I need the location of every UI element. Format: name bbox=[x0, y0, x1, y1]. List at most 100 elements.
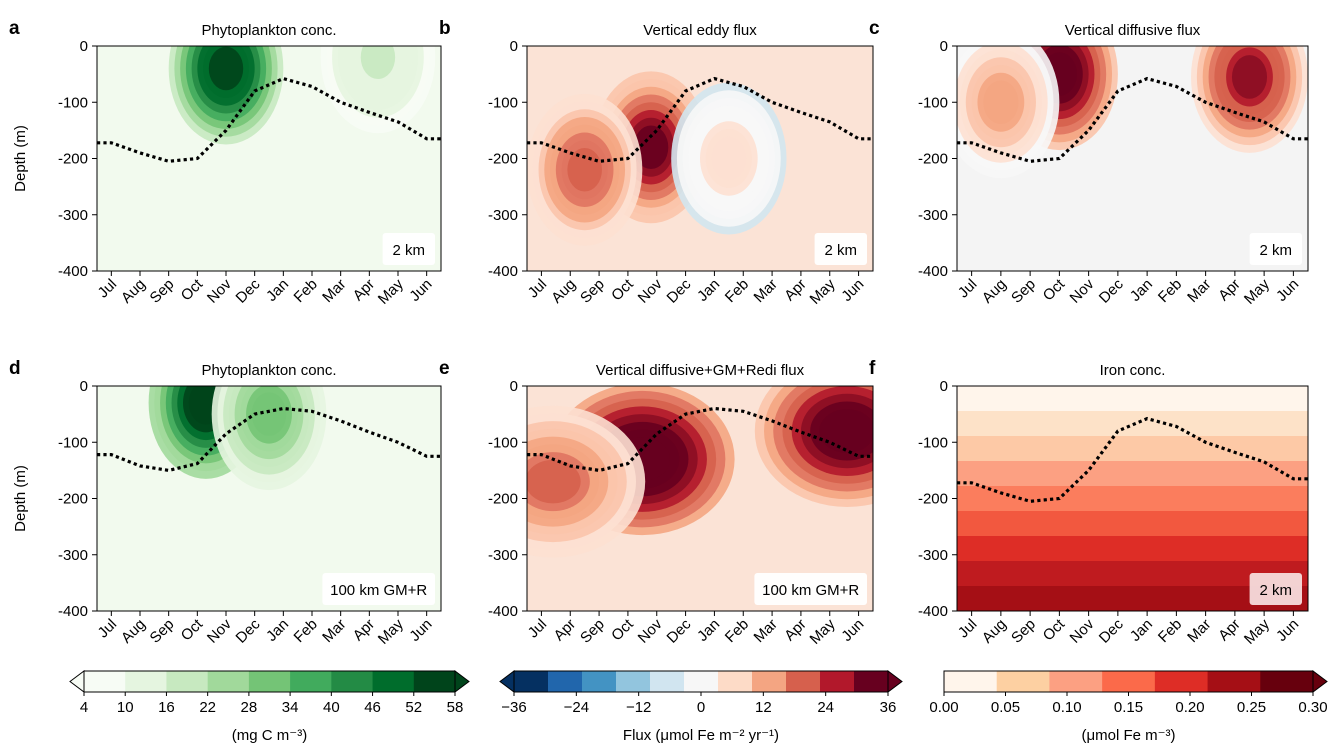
contour-level bbox=[208, 46, 244, 91]
annotation-box bbox=[1249, 573, 1302, 605]
x-tick-label: Nov bbox=[204, 275, 235, 306]
x-tick-label: Feb bbox=[722, 616, 752, 646]
colorbar-tick-label: 12 bbox=[755, 699, 772, 716]
colorbar-extend-min bbox=[69, 670, 85, 693]
y-tick-label: -200 bbox=[58, 491, 88, 508]
colorbar-segment bbox=[84, 671, 126, 692]
colorbar-tick-label: 0.05 bbox=[991, 699, 1020, 716]
annotation-text: 100 km GM+R bbox=[330, 582, 427, 599]
colorbar-tick-label: 10 bbox=[117, 699, 134, 716]
iron-band bbox=[957, 448, 1308, 462]
colorbar-tick-label: 24 bbox=[817, 699, 834, 716]
y-tick-label: -100 bbox=[488, 94, 518, 111]
colorbar-label: (mg C m⁻³) bbox=[232, 727, 307, 744]
iron-band bbox=[957, 511, 1308, 525]
colorbar-tick-label: −12 bbox=[626, 699, 651, 716]
x-tick-label: Mar bbox=[1184, 276, 1214, 306]
panel-title: Vertical diffusive flux bbox=[1065, 22, 1201, 39]
iron-band bbox=[957, 523, 1308, 537]
colorbar-segment bbox=[1102, 671, 1156, 692]
colorbar-segment bbox=[166, 671, 209, 692]
iron-band bbox=[957, 598, 1308, 611]
colorbar-segment bbox=[996, 671, 1050, 692]
x-tick-label: Jun bbox=[1273, 616, 1302, 645]
y-tick-label: -100 bbox=[58, 434, 88, 451]
x-tick-label: Nov bbox=[1067, 615, 1098, 646]
annotation-box bbox=[814, 233, 867, 265]
colorbar-label: Flux (μmol Fe m⁻² yr⁻¹) bbox=[623, 727, 779, 744]
x-tick-label: May bbox=[1241, 615, 1273, 647]
x-tick-label: May bbox=[375, 275, 407, 307]
x-tick-label: Jun bbox=[838, 276, 867, 305]
x-tick-label: Aug bbox=[979, 616, 1010, 647]
colorbar-tick-label: 16 bbox=[158, 699, 175, 716]
colorbar-tick-label: 0.25 bbox=[1237, 699, 1266, 716]
x-tick-label: Dec bbox=[1096, 615, 1127, 646]
colorbar-segment bbox=[820, 671, 855, 692]
x-tick-label: Dec bbox=[664, 275, 695, 306]
x-tick-label: Jul bbox=[955, 616, 981, 642]
x-tick-label: Jul bbox=[95, 276, 121, 302]
contour-level bbox=[711, 136, 747, 181]
y-tick-label: -200 bbox=[488, 491, 518, 508]
colorbar-tick-label: 52 bbox=[405, 699, 422, 716]
colorbar-tick-label: 0.30 bbox=[1298, 699, 1327, 716]
x-tick-label: Feb bbox=[1155, 616, 1185, 646]
x-tick-label: Oct bbox=[1040, 615, 1069, 644]
colorbar-tick-label: 22 bbox=[199, 699, 216, 716]
x-tick-label: Sep bbox=[1008, 616, 1039, 647]
panel-letter: c bbox=[869, 18, 880, 39]
x-tick-label: Dec bbox=[233, 615, 264, 646]
colorbar-extend-max bbox=[454, 670, 470, 693]
colorbar-tick-label: −24 bbox=[564, 699, 589, 716]
colorbar-segment bbox=[207, 671, 250, 692]
x-tick-label: Jun bbox=[1273, 276, 1302, 305]
x-tick-label: Jan bbox=[263, 276, 292, 305]
x-tick-label: Jan bbox=[694, 276, 723, 305]
x-tick-label: Nov bbox=[635, 275, 666, 306]
x-tick-label: Jan bbox=[1127, 276, 1156, 305]
colorbar-1: 4 10 16 22 28 34 40 46 52 58 (mg C m⁻³) bbox=[69, 670, 470, 744]
colorbar-segment bbox=[290, 671, 332, 692]
colorbar-segment bbox=[372, 671, 415, 692]
x-tick-label: Sep bbox=[577, 276, 608, 307]
iron-band bbox=[957, 398, 1308, 412]
annotation-box bbox=[382, 233, 435, 265]
colorbar-segment bbox=[616, 671, 651, 692]
colorbar-segment bbox=[582, 671, 617, 692]
panel-title: Phytoplankton conc. bbox=[201, 22, 336, 39]
x-tick-label: Aug bbox=[118, 616, 149, 647]
y-tick-label: -400 bbox=[918, 603, 948, 620]
y-axis-label: Depth (m) bbox=[12, 465, 29, 532]
colorbar-segment bbox=[125, 671, 167, 692]
panel-letter: e bbox=[439, 358, 450, 379]
x-tick-label: Dec bbox=[233, 275, 264, 306]
panel-title: Vertical eddy flux bbox=[643, 22, 757, 39]
y-tick-label: -300 bbox=[918, 547, 948, 564]
colorbar-segment bbox=[1049, 671, 1103, 692]
panel-letter: f bbox=[869, 358, 876, 379]
x-tick-label: Dec bbox=[1096, 275, 1127, 306]
colorbar-2: −36 −24 −12 0 12 24 36 Flux (μmol Fe m⁻² yr⁻¹) bbox=[499, 670, 903, 744]
x-tick-label: Jul bbox=[955, 276, 981, 302]
contour-level bbox=[1231, 55, 1268, 99]
iron-band bbox=[957, 461, 1308, 475]
plot-area bbox=[527, 46, 873, 271]
panel-title: Vertical diffusive+GM+Redi flux bbox=[596, 362, 805, 379]
mixed-layer-line bbox=[97, 76, 441, 163]
x-tick-label: Apr bbox=[1215, 276, 1244, 305]
x-tick-label: Apr bbox=[350, 616, 379, 645]
x-tick-label: May bbox=[807, 275, 839, 307]
y-tick-label: -300 bbox=[918, 207, 948, 224]
y-tick-label: -100 bbox=[58, 94, 88, 111]
iron-band bbox=[957, 536, 1308, 550]
x-tick-label: Jun bbox=[838, 616, 867, 645]
plot-area bbox=[97, 46, 441, 271]
iron-band bbox=[957, 436, 1308, 450]
